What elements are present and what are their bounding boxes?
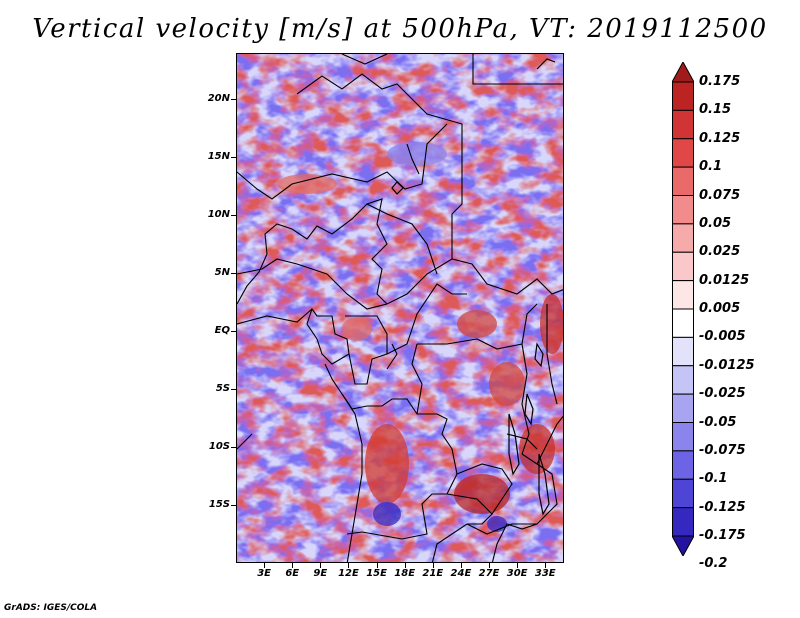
colorbar-label: -0.05 (699, 414, 737, 430)
colorbar-label: -0.075 (699, 442, 746, 458)
lon-label: 3E (257, 568, 271, 579)
lon-tick (460, 563, 462, 568)
colorbar-label: -0.025 (699, 386, 746, 402)
lon-tick (348, 563, 350, 568)
lat-tick (231, 447, 236, 449)
colorbar-label: 0.075 (699, 187, 741, 203)
lon-tick (432, 563, 434, 568)
colorbar-label: 0.005 (699, 301, 741, 316)
colorbar-swatch (672, 109, 694, 140)
lon-tick (264, 563, 266, 568)
lon-tick (404, 563, 406, 568)
field-hotspots (277, 142, 563, 532)
lon-label: 18E (394, 568, 416, 579)
colorbar-label: 0.05 (699, 215, 732, 231)
colorbar-swatch (672, 81, 694, 111)
colorbar-label: 0.125 (699, 130, 741, 146)
lon-label: 15E (366, 568, 387, 579)
colorbar-label: -0.175 (699, 528, 746, 543)
colorbar-label: 0.0125 (699, 272, 750, 288)
lon-tick (376, 563, 378, 568)
lakes (391, 58, 556, 516)
colorbar-swatch (672, 195, 694, 225)
colorbar-swatch (672, 393, 694, 423)
colorbar-swatch (672, 450, 694, 480)
lon-label: 21E (422, 568, 444, 579)
lat-tick (231, 331, 236, 333)
colorbar-label: -0.0125 (699, 357, 755, 373)
lon-tick (517, 563, 519, 568)
country-boundaries (237, 54, 563, 562)
page-title: Vertical velocity [m/s] at 500hPa, VT: 2… (32, 14, 768, 44)
colorbar-swatch (672, 138, 694, 168)
lon-label: 6E (285, 568, 300, 579)
lat-label: 10N (207, 209, 230, 221)
colorbar (672, 62, 694, 556)
lat-tick (231, 215, 236, 217)
lat-tick (231, 389, 236, 391)
lat-label: 5S (215, 383, 230, 395)
lat-tick (231, 99, 236, 101)
lat-label: EQ (214, 325, 230, 337)
lat-tick (231, 157, 236, 159)
lon-label: 30E (506, 568, 528, 579)
colorbar-swatch (672, 251, 694, 282)
colorbar-label: -0.2 (699, 556, 728, 572)
colorbar-label: -0.125 (699, 499, 746, 515)
lon-tick (320, 563, 322, 568)
colorbar-swatch (672, 223, 694, 253)
lon-tick (292, 563, 294, 568)
lat-label: 10S (208, 441, 230, 453)
vertical-velocity-map (237, 54, 563, 562)
colorbar-bottom-arrow (672, 535, 694, 556)
lat-label: 20N (207, 93, 230, 105)
colorbar-label: -0.005 (699, 329, 746, 345)
map-panel (236, 53, 564, 563)
colorbar-label: -0.1 (699, 471, 728, 487)
colorbar-label: 0.175 (699, 74, 741, 89)
colorbar-label: 0.025 (699, 244, 741, 260)
colorbar-label: 0.1 (699, 159, 723, 175)
lon-label: 12E (338, 568, 359, 579)
lat-label: 15N (207, 151, 230, 163)
lon-label: 24E (450, 568, 472, 579)
lon-tick (489, 563, 491, 568)
lon-label: 33E (534, 568, 556, 579)
colorbar-swatch (672, 422, 694, 452)
colorbar-label: 0.15 (699, 102, 732, 118)
lat-label: 15S (208, 499, 230, 511)
lat-label: 5N (214, 267, 230, 279)
colorbar-swatch (672, 365, 694, 395)
colorbar-swatch (672, 308, 694, 338)
grads-footer: GrADS: IGES/COLA (4, 603, 98, 613)
lon-label: 9E (313, 568, 328, 579)
lat-tick (231, 505, 236, 507)
lon-tick (545, 563, 547, 568)
lon-label: 27E (478, 568, 500, 579)
lat-tick (231, 273, 236, 275)
colorbar-top-arrow (672, 62, 694, 83)
colorbar-swatch (672, 166, 694, 196)
colorbar-swatch (672, 336, 694, 367)
colorbar-swatch (672, 280, 694, 310)
colorbar-swatch (672, 507, 694, 537)
colorbar-swatch (672, 478, 694, 509)
